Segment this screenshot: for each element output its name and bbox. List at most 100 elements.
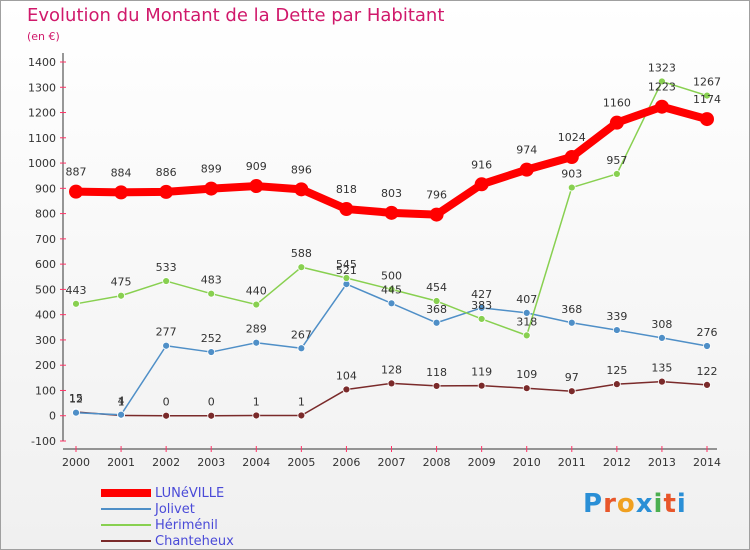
- y-tick-label: 1000: [28, 157, 56, 170]
- data-label: 15: [69, 392, 83, 405]
- legend-item-jolivet: Jolivet: [101, 501, 234, 517]
- data-point: [207, 411, 216, 420]
- data-label: 318: [516, 315, 537, 328]
- x-tick-label: 2003: [197, 456, 225, 469]
- data-label: 119: [471, 366, 492, 379]
- data-label: 427: [471, 288, 492, 301]
- data-point: [72, 408, 80, 417]
- data-point: [342, 385, 351, 394]
- data-label: 896: [291, 163, 312, 176]
- data-label: 368: [426, 303, 447, 316]
- data-label: 12: [69, 393, 83, 406]
- data-label: 289: [246, 323, 267, 336]
- data-label: 383: [471, 299, 492, 312]
- data-label: 445: [381, 283, 402, 296]
- data-label: 267: [291, 328, 312, 341]
- data-point: [72, 299, 80, 308]
- data-label: 1: [118, 395, 125, 408]
- data-point: [519, 162, 534, 177]
- data-label: 118: [426, 366, 447, 379]
- x-tick-label: 2013: [648, 456, 676, 469]
- data-label: 104: [336, 369, 357, 382]
- data-label: 884: [111, 166, 132, 179]
- data-label: 803: [381, 187, 402, 200]
- chart-subtitle: (en €): [27, 30, 60, 43]
- y-tick-label: 1400: [28, 56, 56, 69]
- legend-label-jolivet: Jolivet: [155, 501, 195, 517]
- x-tick-label: 2014: [693, 456, 721, 469]
- data-label: 1174: [693, 93, 721, 106]
- data-label: 483: [201, 274, 222, 287]
- y-tick-label: 400: [35, 309, 56, 322]
- data-point: [117, 291, 125, 300]
- proxiti-logo: Proxiti: [583, 489, 687, 519]
- data-point: [339, 202, 354, 217]
- data-point: [609, 115, 624, 130]
- data-point: [612, 326, 621, 334]
- x-tick-label: 2009: [468, 456, 496, 469]
- legend-swatch-chanteheux: [101, 540, 151, 542]
- data-point: [474, 177, 489, 192]
- data-label: 899: [201, 163, 222, 176]
- data-label: 903: [561, 168, 582, 181]
- y-tick-label: 1300: [28, 81, 56, 94]
- data-label: 475: [111, 276, 132, 289]
- data-point: [162, 411, 171, 420]
- data-point: [658, 334, 666, 342]
- data-label: 500: [381, 269, 402, 282]
- logo-letter: i: [676, 489, 687, 519]
- data-point: [429, 207, 444, 222]
- data-label: 4: [118, 395, 125, 408]
- data-point: [703, 381, 711, 389]
- data-label: 0: [208, 396, 215, 409]
- y-tick-label: -100: [31, 435, 56, 448]
- data-point: [249, 179, 264, 194]
- data-label: 276: [697, 326, 718, 339]
- chart-title: Evolution du Montant de la Dette par Hab…: [27, 5, 445, 26]
- data-point: [658, 77, 666, 86]
- data-point: [477, 315, 486, 323]
- data-label: 545: [336, 258, 357, 271]
- y-tick-label: 300: [35, 334, 56, 347]
- data-point: [522, 331, 531, 340]
- data-point: [159, 184, 174, 199]
- data-point: [294, 182, 309, 197]
- data-point: [252, 411, 261, 420]
- data-point: [658, 377, 666, 386]
- y-tick-label: 600: [35, 258, 56, 271]
- data-point: [567, 183, 576, 192]
- data-label: 521: [336, 264, 357, 277]
- x-tick-label: 2007: [378, 456, 406, 469]
- data-label: 1323: [648, 61, 676, 74]
- data-label: 0: [163, 396, 170, 409]
- x-tick-label: 2002: [152, 456, 180, 469]
- data-label: 1: [298, 395, 305, 408]
- data-point: [207, 289, 216, 298]
- x-tick-label: 2008: [423, 456, 451, 469]
- data-point: [477, 381, 486, 390]
- data-point: [384, 205, 399, 220]
- y-tick-label: 0: [49, 410, 56, 423]
- y-tick-label: 100: [35, 384, 56, 397]
- data-label: 957: [606, 154, 627, 167]
- legend-label-herimenil: Hériménil: [155, 517, 218, 533]
- data-label: 1223: [648, 81, 676, 94]
- data-point: [477, 303, 486, 312]
- data-point: [162, 341, 171, 350]
- data-label: 1: [253, 395, 260, 408]
- data-label: 125: [606, 364, 627, 377]
- data-label: 339: [606, 310, 627, 323]
- data-label: 97: [565, 371, 579, 384]
- data-point: [432, 297, 441, 305]
- y-tick-label: 200: [35, 359, 56, 372]
- data-point: [162, 277, 171, 285]
- x-tick-label: 2005: [287, 456, 315, 469]
- legend-swatch-herimenil: [101, 524, 151, 526]
- data-point: [387, 379, 396, 388]
- data-label: 128: [381, 363, 402, 376]
- data-point: [703, 342, 711, 350]
- legend: LUNéVILLE Jolivet Hériménil Chanteheux: [101, 485, 234, 549]
- data-point: [612, 170, 621, 178]
